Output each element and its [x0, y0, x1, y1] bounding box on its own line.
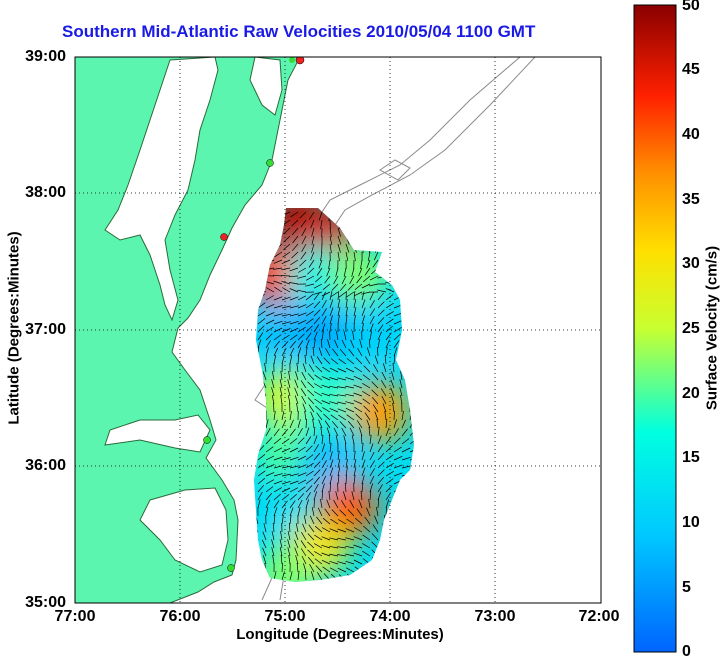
station-marker	[204, 437, 211, 444]
x-tick-label: 72:00	[579, 608, 620, 626]
y-tick-label: 36:00	[6, 457, 66, 475]
velocity-arrow	[394, 411, 395, 420]
y-tick-label: 35:00	[6, 594, 66, 612]
colorbar-tick: 45	[682, 61, 700, 79]
velocity-arrow	[346, 443, 347, 452]
colorbar-tick: 35	[682, 191, 700, 209]
station-marker	[221, 234, 228, 241]
station-marker	[267, 160, 274, 167]
colorbar-tick: 50	[682, 0, 700, 15]
x-axis-label: Longitude (Degrees:Minutes)	[236, 626, 444, 643]
velocity-arrow	[274, 403, 275, 412]
colorbar-tick: 5	[682, 579, 691, 597]
x-tick-label: 75:00	[265, 608, 306, 626]
colorbar-tick: 25	[682, 320, 700, 338]
colorbar-tick: 15	[682, 449, 700, 467]
velocity-arrow	[281, 276, 290, 277]
y-tick-label: 38:00	[6, 184, 66, 202]
colorbar-tick: 10	[682, 514, 700, 532]
velocity-cell	[350, 382, 410, 442]
y-tick-label: 39:00	[6, 48, 66, 66]
colorbar-tick: 0	[682, 643, 691, 661]
station-marker	[228, 565, 235, 572]
colorbar-tick: 20	[682, 385, 700, 403]
colorbar	[634, 5, 676, 652]
colorbar-tick: 40	[682, 126, 700, 144]
x-tick-label: 73:00	[475, 608, 516, 626]
y-axis-label: Latitude (Degrees:Minutes)	[6, 231, 23, 424]
colorbar-tick: 30	[682, 255, 700, 273]
velocity-arrow	[314, 499, 315, 508]
x-tick-label: 76:00	[160, 608, 201, 626]
x-tick-label: 74:00	[370, 608, 411, 626]
station-marker	[289, 57, 295, 63]
velocity-cell	[340, 300, 400, 360]
colorbar-label: Surface Velocity (cm/s)	[704, 246, 721, 410]
